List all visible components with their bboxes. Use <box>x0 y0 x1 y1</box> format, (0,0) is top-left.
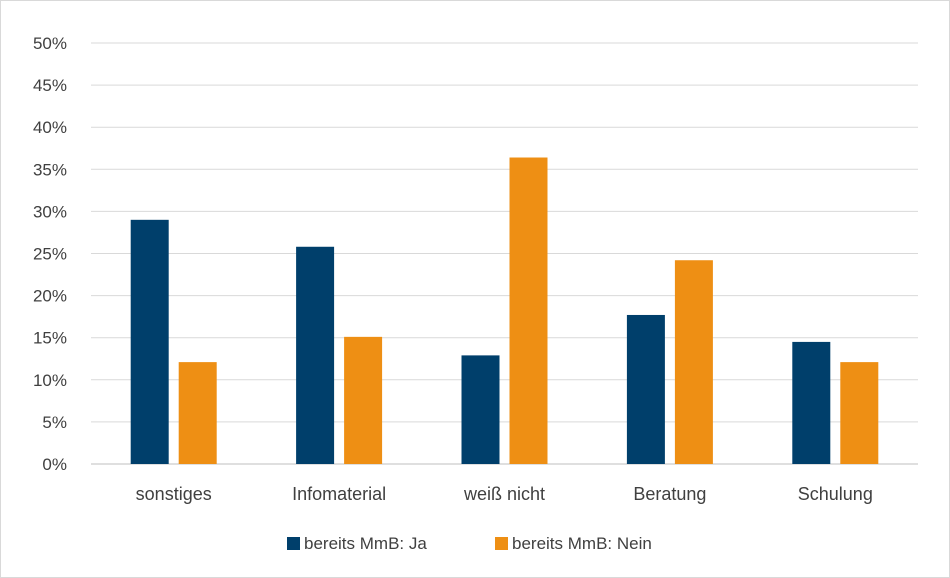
bar-ja <box>461 355 500 464</box>
bar-nein <box>840 362 879 464</box>
bar-nein <box>344 336 383 464</box>
y-tick-label: 20% <box>33 287 67 306</box>
bar-nein <box>178 362 217 464</box>
legend-label: bereits MmB: Nein <box>512 534 652 553</box>
bar-nein <box>674 260 713 464</box>
x-category-label: Infomaterial <box>292 484 386 504</box>
y-tick-label: 25% <box>33 245 67 264</box>
y-tick-label: 35% <box>33 160 67 179</box>
y-tick-label: 15% <box>33 329 67 348</box>
legend-swatch <box>495 537 508 550</box>
x-category-label: sonstiges <box>136 484 212 504</box>
x-category-label: Schulung <box>798 484 873 504</box>
y-tick-label: 0% <box>42 455 67 474</box>
y-tick-label: 45% <box>33 76 67 95</box>
bar-ja <box>130 219 169 464</box>
bar-ja <box>792 341 831 464</box>
legend-label: bereits MmB: Ja <box>304 534 427 553</box>
y-tick-label: 40% <box>33 118 67 137</box>
y-tick-label: 50% <box>33 34 67 53</box>
bar-ja <box>296 246 335 464</box>
y-tick-label: 30% <box>33 202 67 221</box>
x-category-label: Beratung <box>633 484 706 504</box>
x-category-label: weiß nicht <box>463 484 545 504</box>
legend-swatch <box>287 537 300 550</box>
bar-ja <box>626 314 665 464</box>
y-tick-label: 10% <box>33 371 67 390</box>
bar-nein <box>509 157 548 464</box>
y-tick-label: 5% <box>42 413 67 432</box>
